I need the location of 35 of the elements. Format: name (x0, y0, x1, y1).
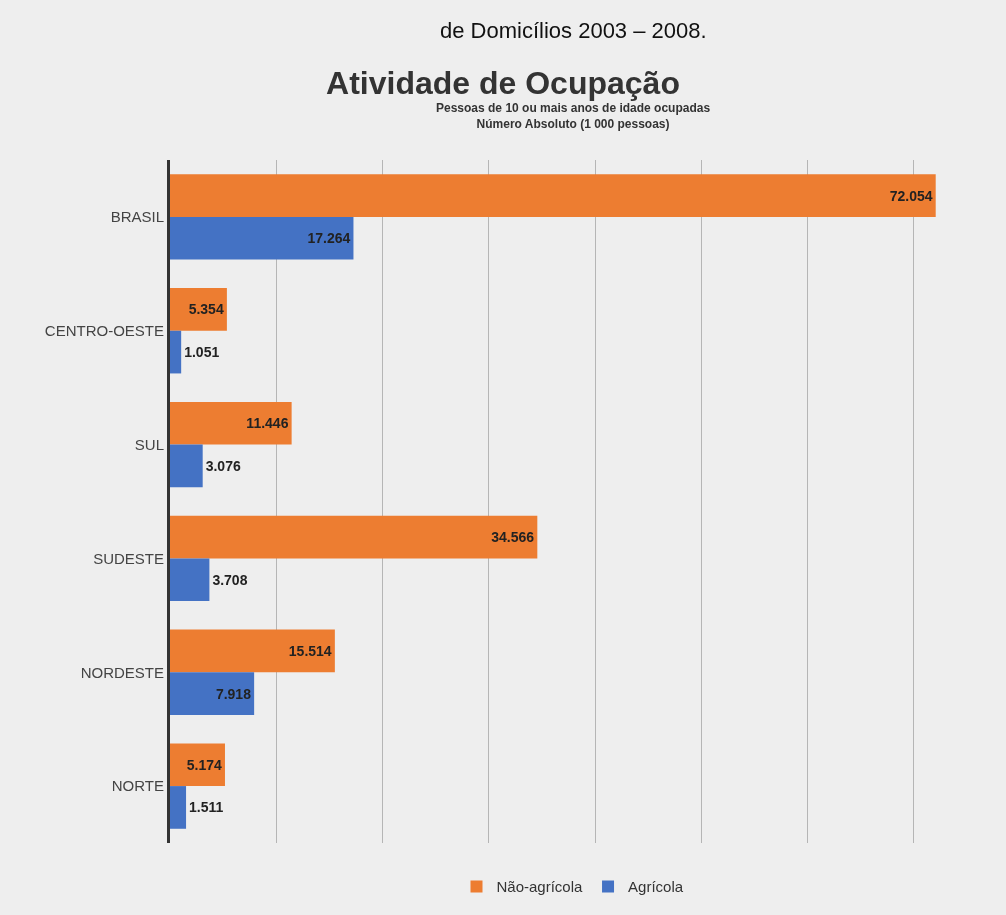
data-label: 7.918 (215, 685, 252, 702)
bar (170, 515, 538, 559)
legend-label: Não-agrícola (496, 878, 584, 896)
y-tick-label: SUDESTE (93, 549, 164, 567)
data-label: 5.354 (188, 301, 224, 318)
data-label: 15.514 (288, 642, 332, 659)
y-tick-label: CENTRO-OESTE (44, 322, 164, 339)
bar (170, 444, 203, 488)
bar (170, 786, 187, 829)
y-tick-label: BRASIL (110, 208, 164, 226)
data-label: 72.054 (889, 187, 933, 204)
y-tick-label: NORDESTE (80, 663, 164, 681)
bar (170, 216, 354, 260)
bar (170, 672, 255, 715)
data-label: 1.051 (184, 344, 220, 361)
data-label: 34.566 (491, 529, 535, 546)
y-tick-label: SUL (134, 435, 164, 453)
bar (170, 401, 292, 445)
bar (170, 288, 227, 331)
chart-subtitle: Pessoas de 10 ou mais anos de idade ocupadas Número Absoluto (1 000 pessoas) (436, 101, 711, 131)
data-label: 1.511 (189, 799, 224, 816)
y-tick-label: NORTE (111, 777, 164, 795)
bar (170, 558, 210, 602)
data-label: 11.446 (246, 415, 289, 432)
data-label: 17.264 (307, 230, 351, 247)
chart-title: Atividade de Ocupação (326, 64, 680, 101)
text: de Domicílios 2003 – 2008. (440, 18, 707, 43)
legend-label: Agrícola (628, 878, 684, 896)
bar (170, 330, 182, 374)
bar (170, 743, 225, 787)
bar (170, 174, 936, 217)
data-label: 5.174 (186, 756, 222, 773)
bar (170, 629, 335, 673)
data-label: 3.076 (205, 457, 241, 474)
data-label: 3.708 (212, 571, 248, 588)
